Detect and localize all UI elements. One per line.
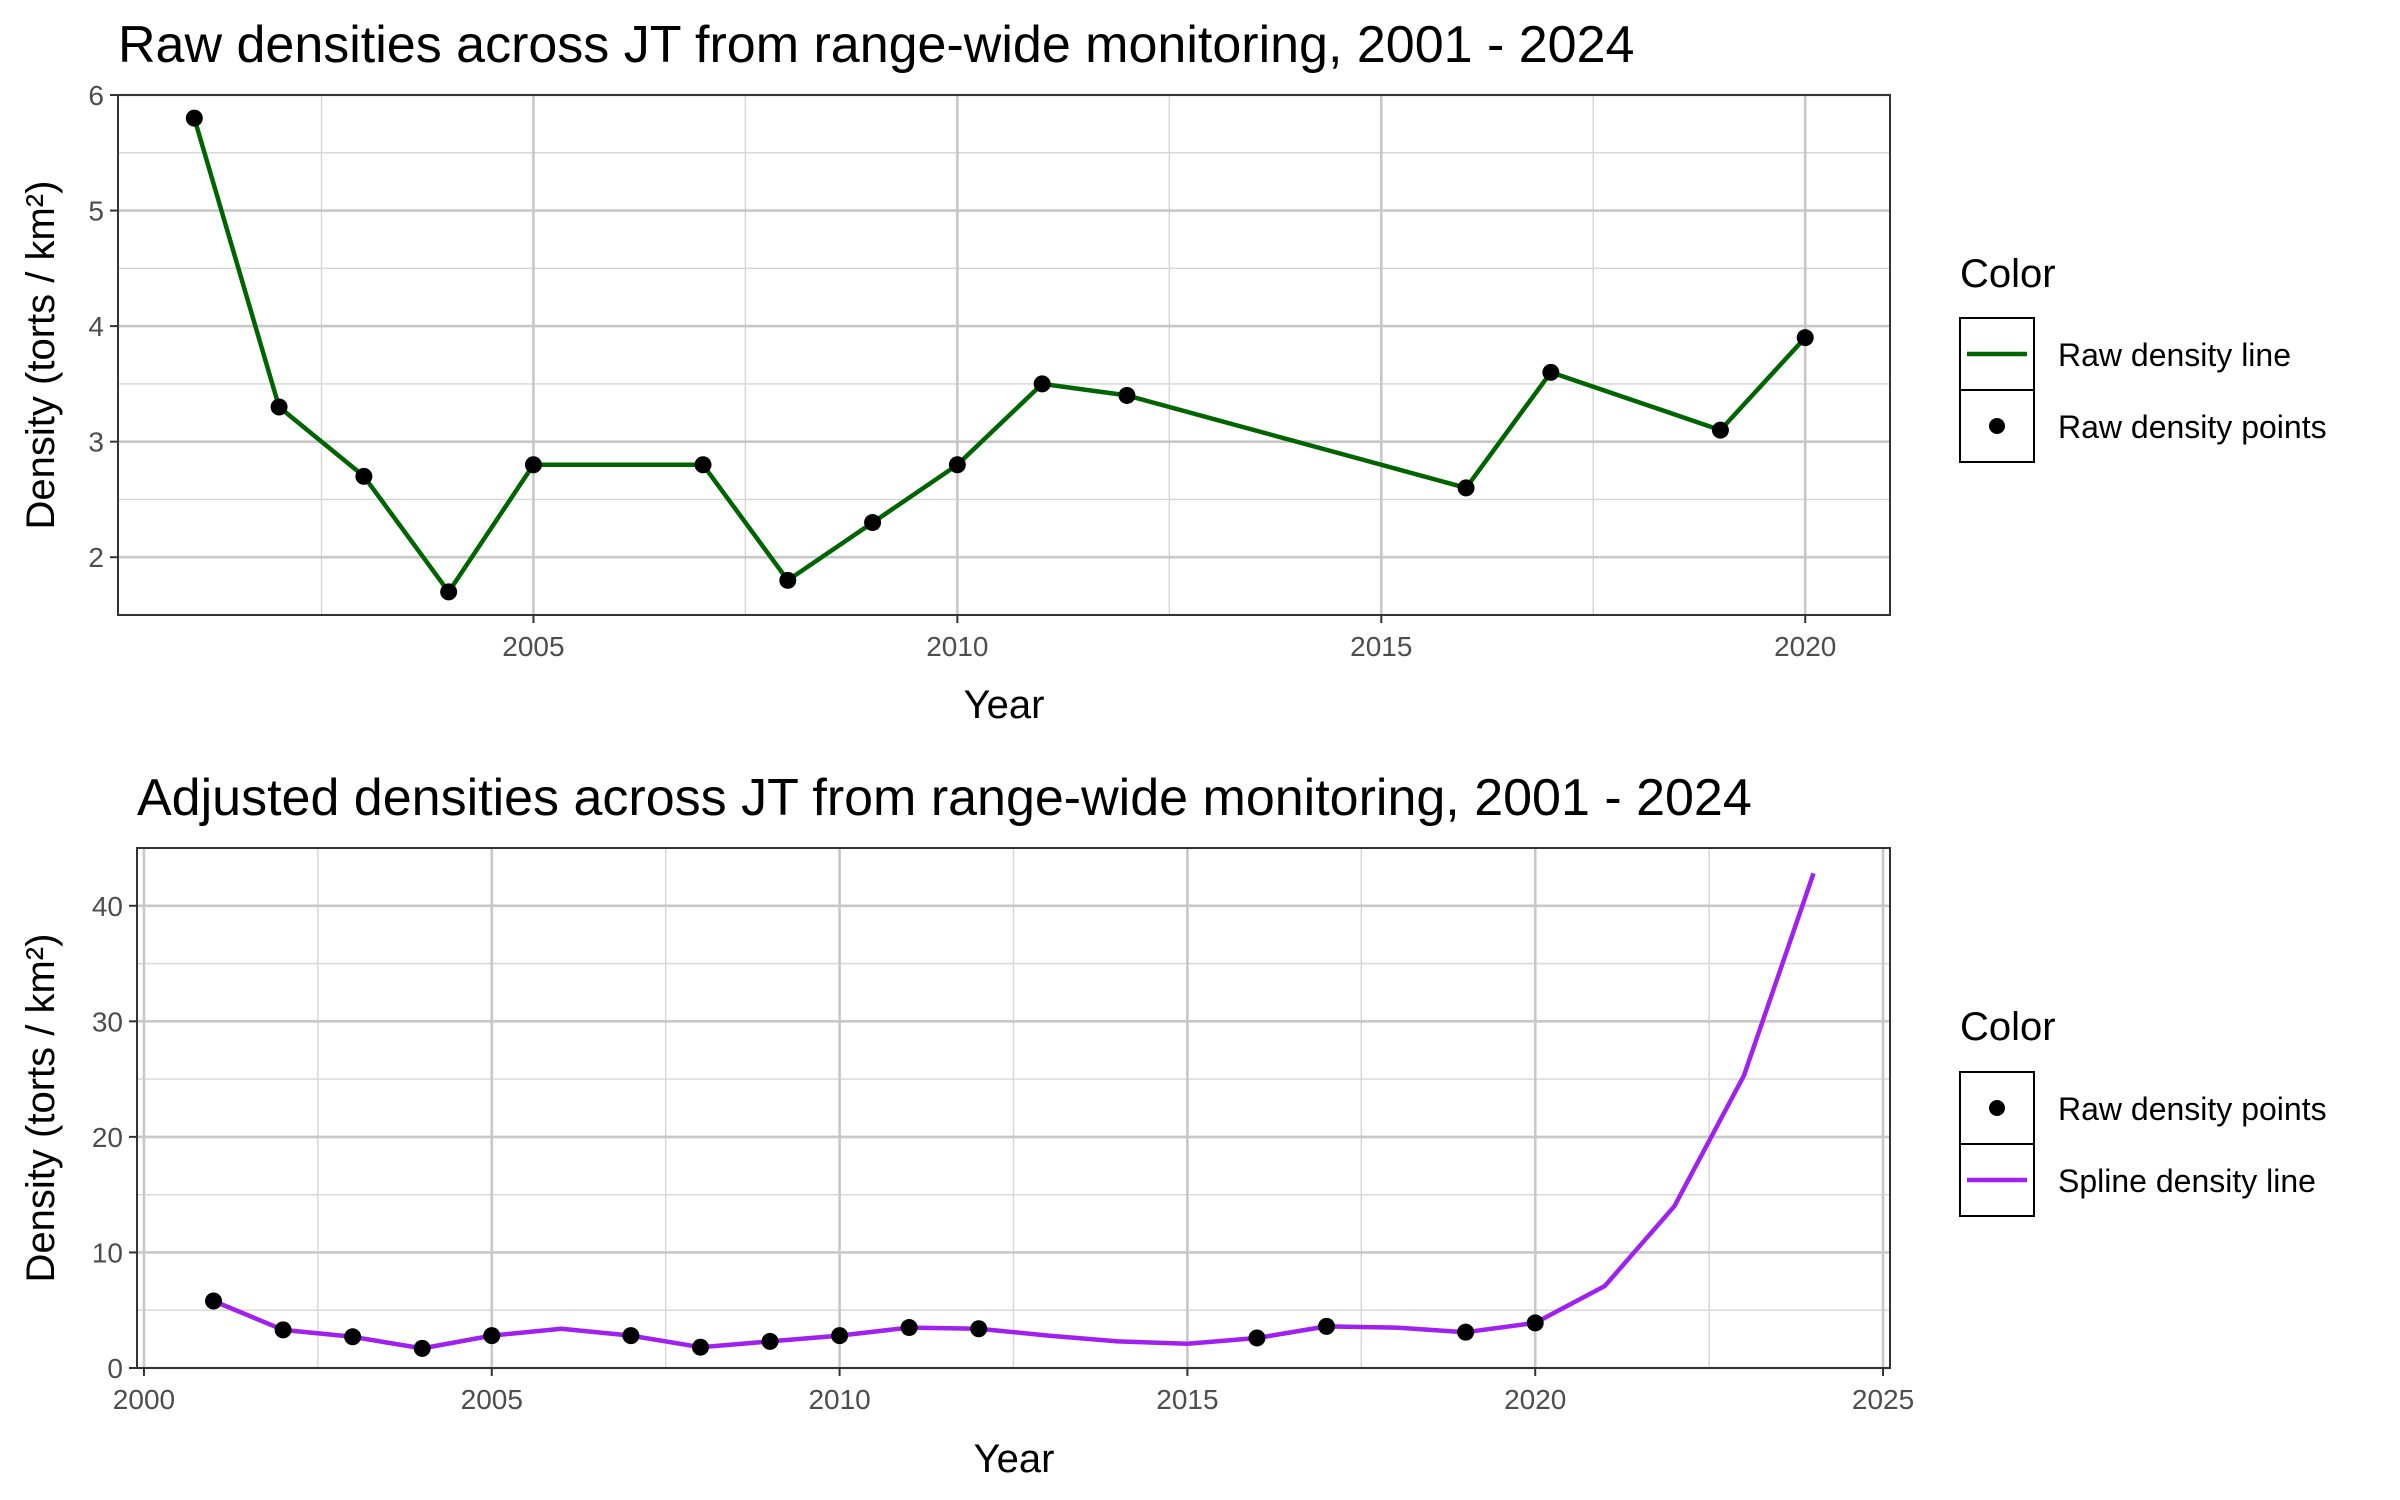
y-tick-label: 4 [88,311,104,342]
plot-border [136,847,1891,1369]
x-tick-label: 2015 [1156,1384,1218,1415]
legend-key-point [1989,418,2005,434]
y-tick-label: 40 [92,891,123,922]
data-point [1711,421,1729,439]
data-point [761,1332,779,1350]
data-point [1457,1323,1475,1341]
data-point [779,571,797,589]
y-tick-label: 3 [88,427,104,458]
data-point [694,456,712,474]
adjusted-density-chart: Adjusted densities across JT from range-… [19,769,2327,1481]
data-point [1796,329,1814,347]
data-point [1248,1329,1266,1347]
y-tick-label: 2 [88,542,104,573]
raw-density-chart: Raw densities across JT from range-wide … [19,16,2327,727]
plot-border [117,94,1891,616]
data-point [1033,375,1051,393]
x-tick-label: 2005 [502,631,564,662]
axis-ticks: 2000 2005 2010 2015 2020 2025 0 10 20 30 40 [92,891,1914,1415]
legend-key-box [1959,1071,2035,1145]
data-point [1526,1314,1544,1332]
x-axis-title: Year [974,1437,1055,1481]
y-tick-label: 0 [107,1353,123,1384]
y-axis-title: Density (torts / km²) [19,934,63,1283]
grid [118,93,1890,615]
data-point [622,1327,640,1345]
y-tick-label: 6 [88,80,104,111]
data-point [440,583,458,601]
series-layer [205,872,1816,1357]
y-tick-label: 20 [92,1122,123,1153]
series-line [212,872,1816,1351]
legend: Color Raw density line Raw density point… [1959,252,2327,463]
x-tick-label: 2000 [113,1384,175,1415]
legend-label: Raw density line [2058,337,2291,373]
data-point [831,1327,849,1345]
chart-title: Raw densities across JT from range-wide … [118,16,1634,74]
data-point [1118,386,1136,404]
x-tick-label: 2010 [926,631,988,662]
data-point [691,1338,709,1356]
data-point [900,1319,918,1337]
data-point [524,456,542,474]
y-tick-label: 10 [92,1237,123,1268]
data-point [970,1320,988,1338]
x-tick-label: 2005 [461,1384,523,1415]
grid [137,848,1890,1370]
y-axis-title: Density (torts / km²) [19,181,63,530]
data-point [344,1328,362,1346]
y-tick-label: 5 [88,196,104,227]
x-axis-title: Year [964,683,1045,727]
data-point [948,456,966,474]
y-tick-label: 30 [92,1006,123,1037]
data-point [1457,479,1475,497]
x-tick-label: 2025 [1852,1384,1914,1415]
data-point [355,467,373,485]
series-line [192,117,1807,595]
x-tick-label: 2010 [808,1384,870,1415]
data-point [1318,1317,1336,1335]
data-point [413,1339,431,1357]
legend-label: Spline density line [2058,1163,2316,1199]
legend-title: Color [1960,252,2056,296]
x-tick-label: 2020 [1774,631,1836,662]
data-point [864,514,882,532]
chart-title: Adjusted densities across JT from range-… [137,769,1752,827]
legend-label: Raw density points [2058,409,2327,445]
data-point [205,1292,223,1310]
x-tick-label: 2015 [1350,631,1412,662]
legend: Color Raw density points Spline density … [1959,1005,2327,1217]
data-point [274,1321,292,1339]
data-point [1542,363,1560,381]
series-layer [185,109,1814,601]
data-point [270,398,288,416]
legend-title: Color [1960,1005,2056,1049]
axis-ticks: 2005 2010 2015 2020 2 3 4 5 6 [88,80,1836,662]
data-point [483,1327,501,1345]
data-point [185,109,203,127]
legend-key-point [1989,1100,2005,1116]
legend-label: Raw density points [2058,1091,2327,1127]
x-tick-label: 2020 [1504,1384,1566,1415]
